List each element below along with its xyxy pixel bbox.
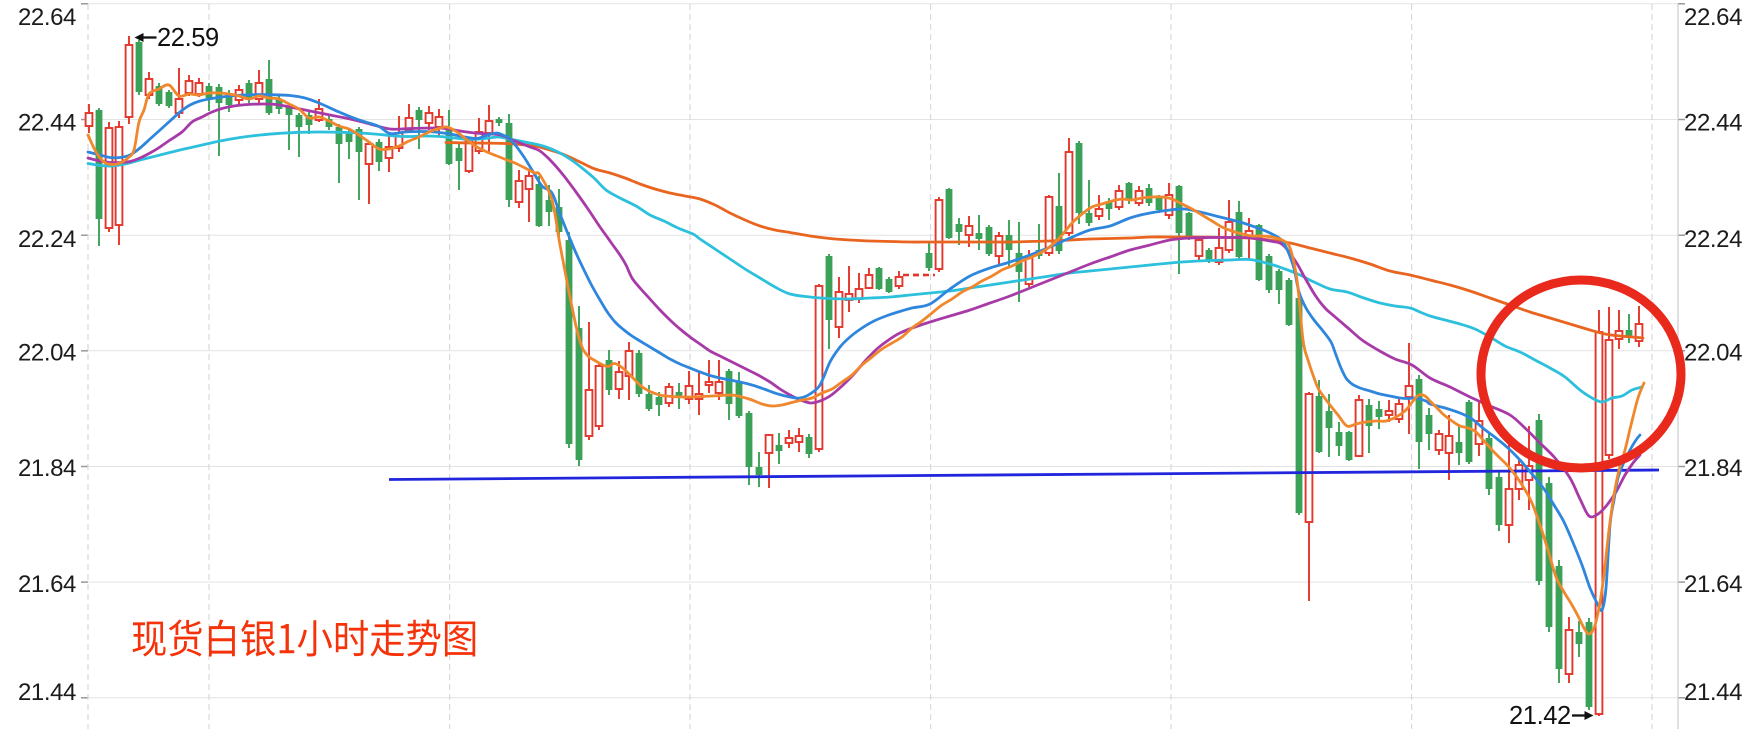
svg-text:22.44: 22.44 — [18, 110, 76, 137]
svg-text:22.44: 22.44 — [1684, 110, 1742, 137]
svg-text:21.44: 21.44 — [1684, 679, 1742, 706]
svg-text:22.59: 22.59 — [157, 24, 219, 52]
svg-text:21.64: 21.64 — [18, 571, 76, 598]
svg-text:22.64: 22.64 — [18, 4, 76, 31]
svg-text:22.04: 22.04 — [18, 340, 76, 367]
svg-text:21.44: 21.44 — [18, 679, 76, 706]
svg-text:22.04: 22.04 — [1684, 340, 1742, 367]
svg-text:21.84: 21.84 — [1684, 455, 1742, 482]
svg-text:21.64: 21.64 — [1684, 571, 1742, 598]
svg-text:22.64: 22.64 — [1684, 4, 1742, 31]
svg-text:22.24: 22.24 — [1684, 226, 1742, 253]
svg-text:21.42: 21.42 — [1509, 702, 1571, 730]
svg-text:22.24: 22.24 — [18, 226, 76, 253]
svg-text:21.84: 21.84 — [18, 455, 76, 482]
